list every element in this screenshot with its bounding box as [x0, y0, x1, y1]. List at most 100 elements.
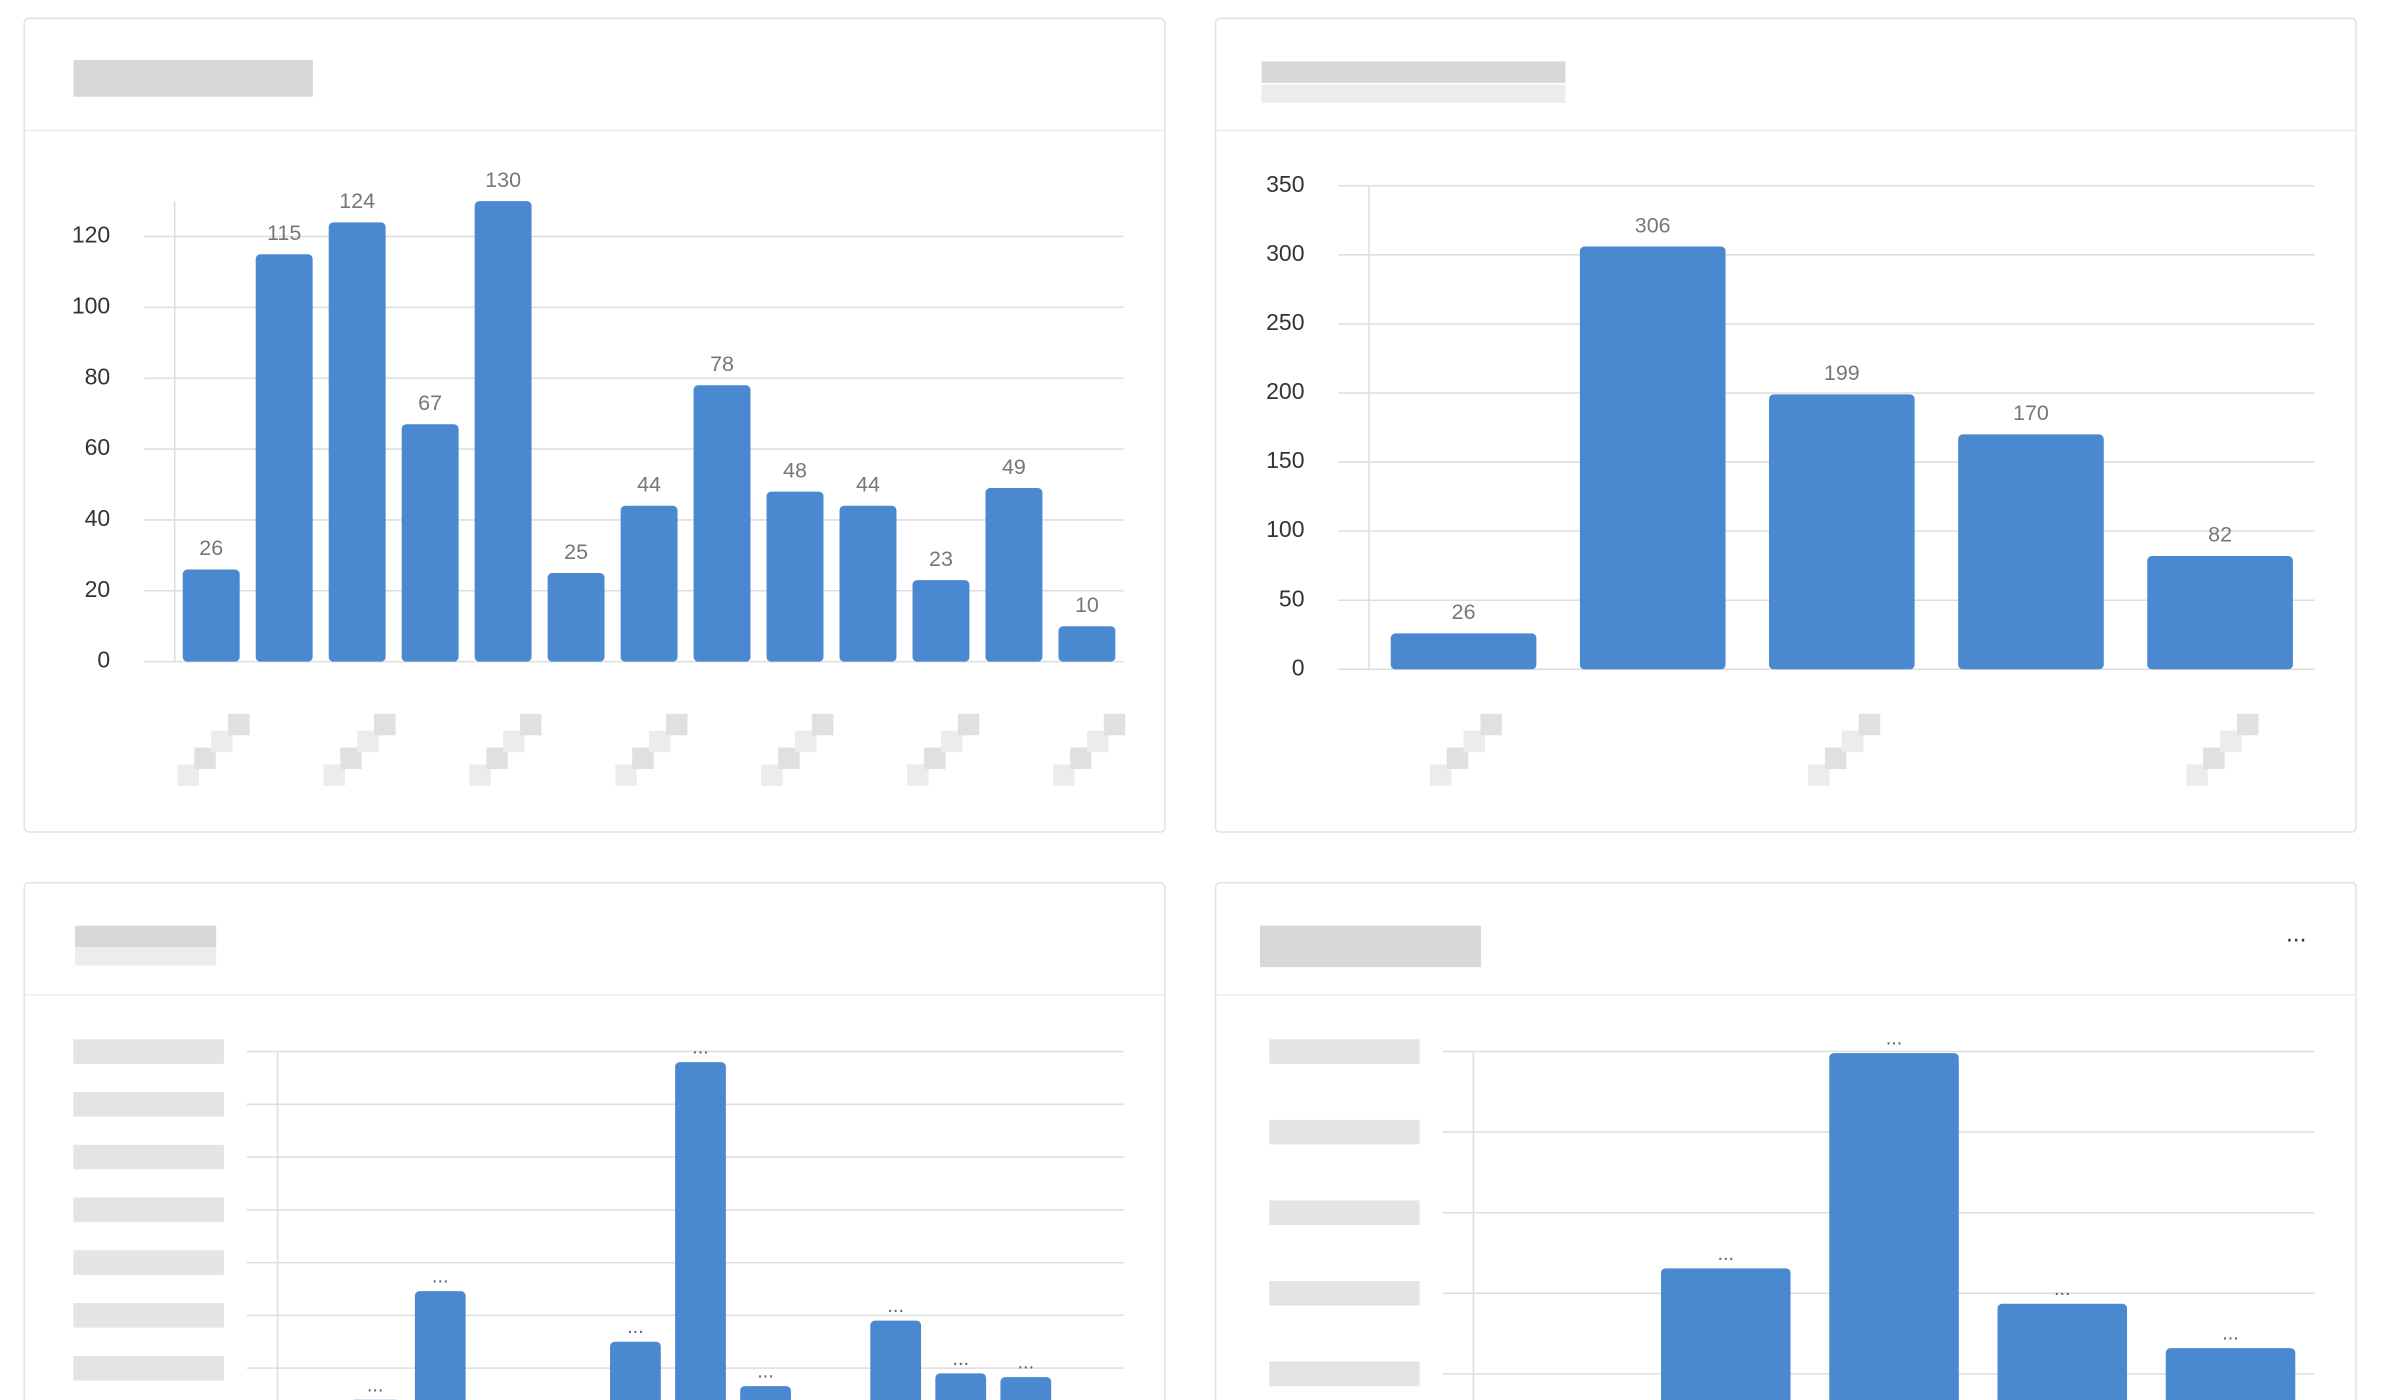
y-tick-label: 80: [85, 363, 111, 389]
menu-icon[interactable]: ...: [2286, 920, 2306, 947]
blurred-x-label: [957, 713, 980, 736]
value-label: 26: [199, 536, 223, 560]
y-tick-label: 0: [1292, 654, 1305, 680]
blurred-x-label: [795, 730, 817, 753]
value-label: 49: [1002, 455, 1026, 479]
y-tick-label: 40: [85, 505, 111, 531]
blurred-x-label: [778, 747, 800, 770]
blurred-tick-label: [73, 1250, 224, 1275]
bar: [328, 222, 386, 662]
blurred-x-label: [615, 764, 637, 786]
blurred-x-label: [194, 747, 216, 770]
blurred-x-label: [2203, 747, 2225, 770]
bar: [766, 491, 824, 662]
blurred-x-label: [357, 730, 379, 753]
value-label: 130: [485, 168, 521, 192]
y-tick-label: 100: [1266, 516, 1304, 542]
y-tick-label: 350: [1266, 171, 1304, 197]
value-label: 10: [1075, 593, 1099, 617]
value-label: 23: [929, 547, 953, 571]
blurred-x-label: [340, 747, 362, 770]
bar: [912, 580, 970, 662]
blurred-x-label: [940, 730, 963, 753]
value-label: 26: [1452, 600, 1476, 624]
y-tick-label: 50: [1279, 585, 1305, 611]
blurred-x-label: [211, 730, 233, 753]
y-tick-label: 200: [1266, 378, 1304, 404]
bar: [474, 201, 532, 662]
bar: [1997, 1303, 2128, 1400]
blurred-title: [1260, 925, 1482, 968]
blurred-x-label: [469, 764, 491, 786]
value-label: ...: [887, 1295, 904, 1317]
bar: [985, 488, 1043, 662]
value-label: ...: [692, 1037, 709, 1059]
blurred-tick-label: [73, 1144, 224, 1170]
blurred-x-label: [761, 764, 783, 786]
blurred-x-label: [2236, 713, 2259, 736]
value-label: ...: [757, 1361, 774, 1383]
blurred-x-label: [1480, 713, 1502, 736]
blurred-x-label: [323, 764, 345, 786]
bar: [693, 385, 751, 662]
y-tick-label: 20: [85, 576, 111, 602]
bar: [1829, 1053, 1959, 1400]
blurred-x-label: [665, 713, 688, 736]
blurred-tick-label: [73, 1355, 224, 1381]
blurred-x-label: [1070, 747, 1092, 770]
blurred-x-label: [811, 713, 834, 736]
blurred-x-label: [1858, 713, 1881, 736]
bar: [1769, 394, 1915, 670]
blurred-x-label: [486, 747, 508, 770]
blurred-tick-label: [1269, 1119, 1420, 1145]
blurred-x-label: [1103, 713, 1126, 736]
blurred-x-label: [632, 747, 654, 770]
blurred-tick-label: [73, 1197, 224, 1223]
blurred-title: [73, 59, 313, 97]
bar: [1058, 626, 1116, 662]
value-label: 67: [418, 391, 442, 415]
value-label: 44: [856, 472, 880, 496]
y-tick-label: 120: [72, 222, 110, 248]
value-label: 199: [1824, 361, 1860, 385]
y-tick-label: 60: [85, 434, 111, 460]
blurred-tick-label: [1269, 1281, 1420, 1306]
bar: [740, 1386, 791, 1400]
blurred-x-label: [1429, 764, 1452, 786]
value-label: ...: [1717, 1243, 1734, 1265]
blurred-x-label: [374, 713, 396, 736]
blurred-x-label: [1086, 730, 1109, 753]
blurred-x-label: [520, 713, 542, 736]
blurred-tick-label: [73, 1092, 224, 1117]
bar: [675, 1062, 726, 1400]
value-label: 124: [339, 189, 375, 213]
blurred-tick-label: [1269, 1200, 1420, 1225]
bar: [1390, 633, 1537, 670]
bar: [1958, 434, 2104, 670]
bar: [935, 1373, 987, 1400]
value-label: 115: [267, 221, 301, 245]
blurred-title: [74, 925, 217, 948]
bar: [1000, 1377, 1052, 1400]
blurred-tick-label: [73, 1303, 224, 1328]
bar: [1661, 1268, 1791, 1400]
blurred-x-label: [1824, 747, 1847, 770]
value-label: ...: [952, 1348, 969, 1370]
value-label: 44: [637, 472, 661, 496]
y-tick-label: 300: [1266, 240, 1304, 266]
blurred-tick-label: [73, 1039, 224, 1064]
card: [1214, 881, 2357, 1400]
blurred-x-label: [2186, 764, 2208, 786]
bar: [1579, 246, 1726, 670]
bar: [182, 569, 240, 662]
bar: [620, 505, 678, 662]
blurred-x-label: [2220, 730, 2242, 753]
bar: [401, 424, 459, 662]
y-tick-label: 250: [1266, 309, 1304, 335]
card: [23, 17, 1166, 833]
blurred-title: [74, 947, 217, 966]
bar: [2147, 556, 2293, 670]
value-label: 306: [1635, 213, 1671, 237]
